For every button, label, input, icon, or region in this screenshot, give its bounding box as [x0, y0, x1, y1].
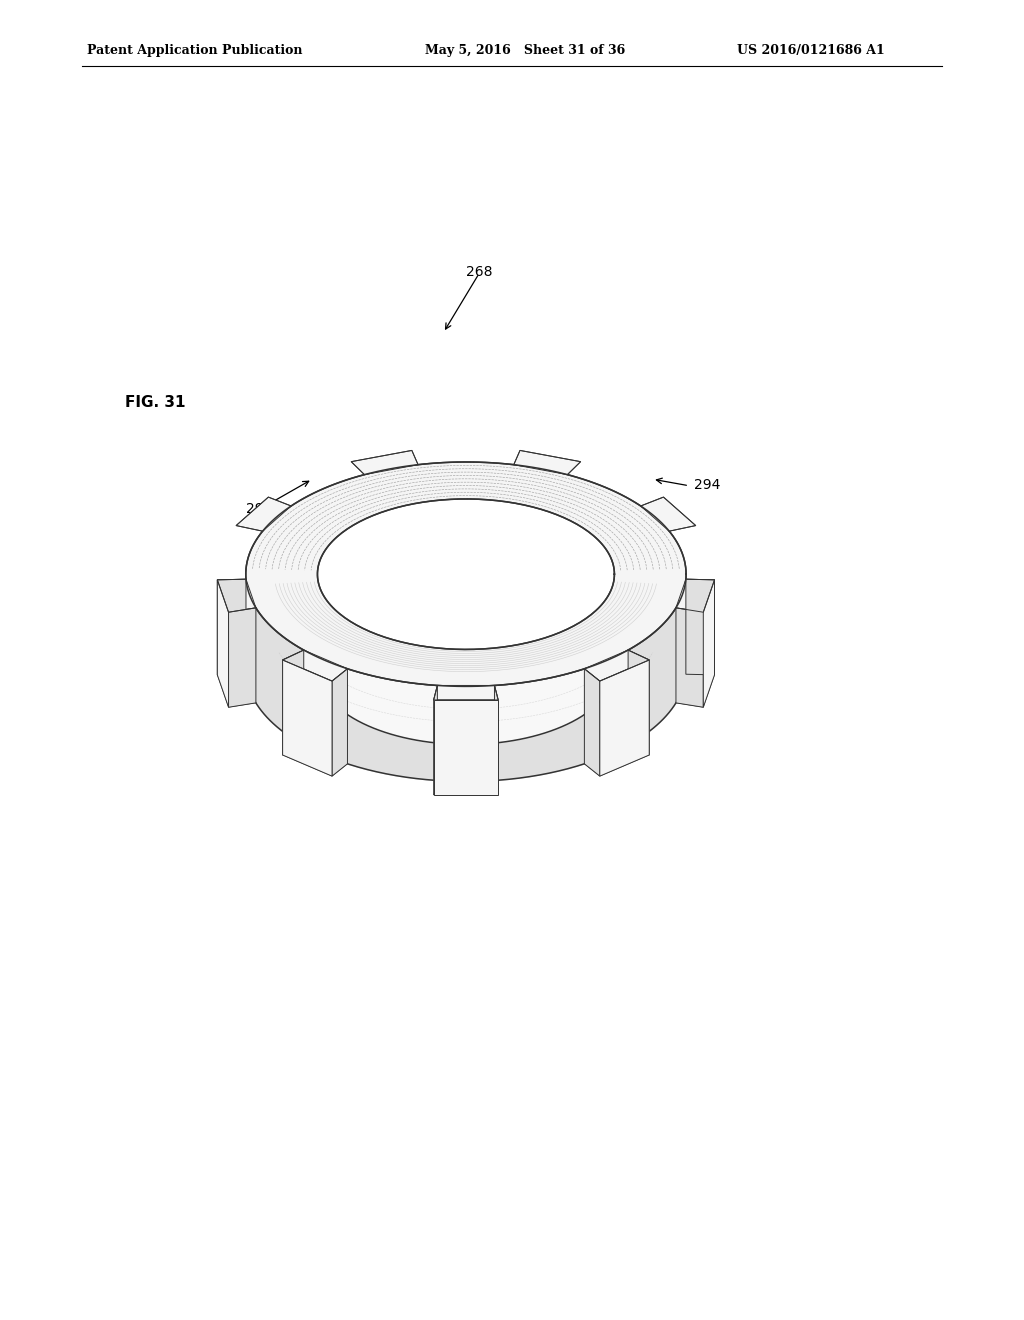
Polygon shape — [433, 780, 499, 795]
Text: 268: 268 — [466, 264, 493, 279]
Polygon shape — [433, 700, 499, 795]
Polygon shape — [686, 579, 715, 675]
Polygon shape — [676, 607, 703, 708]
Polygon shape — [237, 498, 291, 531]
Polygon shape — [317, 499, 614, 649]
Polygon shape — [217, 579, 246, 675]
Text: May 5, 2016   Sheet 31 of 36: May 5, 2016 Sheet 31 of 36 — [425, 44, 626, 57]
Polygon shape — [332, 669, 347, 776]
Polygon shape — [641, 498, 695, 531]
Polygon shape — [228, 607, 256, 708]
Text: 294: 294 — [694, 478, 721, 492]
Polygon shape — [283, 744, 347, 776]
Polygon shape — [283, 660, 332, 776]
Polygon shape — [585, 669, 600, 776]
Text: 292: 292 — [246, 502, 272, 516]
Polygon shape — [433, 685, 437, 795]
Polygon shape — [433, 685, 499, 700]
Text: Patent Application Publication: Patent Application Publication — [87, 44, 302, 57]
Text: FIG. 31: FIG. 31 — [125, 395, 185, 411]
Polygon shape — [628, 649, 649, 755]
Polygon shape — [495, 685, 499, 795]
Polygon shape — [351, 450, 418, 475]
Polygon shape — [246, 574, 686, 781]
Text: US 2016/0121686 A1: US 2016/0121686 A1 — [737, 44, 885, 57]
Polygon shape — [585, 649, 649, 681]
Polygon shape — [246, 669, 686, 781]
Polygon shape — [600, 660, 649, 776]
Polygon shape — [217, 579, 228, 708]
Text: 226: 226 — [598, 504, 625, 519]
Polygon shape — [514, 450, 581, 475]
Text: 290: 290 — [429, 510, 456, 524]
Polygon shape — [283, 649, 304, 755]
Polygon shape — [676, 675, 715, 708]
Polygon shape — [283, 649, 347, 681]
Polygon shape — [246, 462, 686, 686]
Polygon shape — [317, 574, 614, 744]
Polygon shape — [676, 579, 715, 612]
Polygon shape — [217, 579, 256, 612]
Polygon shape — [703, 579, 715, 708]
Polygon shape — [585, 744, 649, 776]
Polygon shape — [217, 675, 256, 708]
